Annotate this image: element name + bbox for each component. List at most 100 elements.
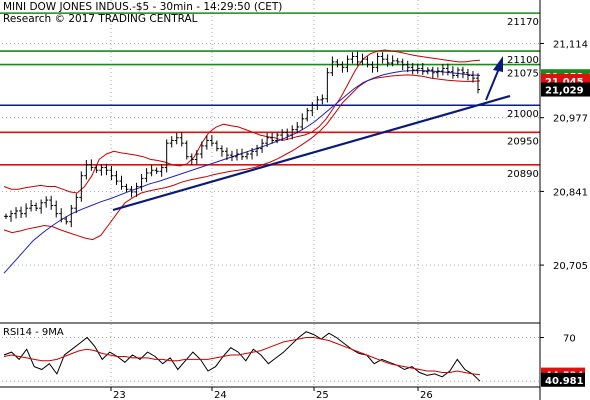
rsi-marker: 40.981 bbox=[541, 372, 585, 387]
price-bar bbox=[330, 56, 335, 76]
price-bar bbox=[320, 94, 325, 105]
price-bar bbox=[340, 61, 345, 73]
bollinger-upper-line bbox=[3, 49, 481, 194]
price-bar bbox=[9, 210, 14, 222]
level-label: 21100 bbox=[507, 55, 539, 66]
price-bar bbox=[209, 135, 214, 147]
price-marker-box bbox=[541, 82, 590, 97]
price-bar bbox=[360, 53, 365, 66]
price-bar bbox=[430, 66, 435, 79]
level-label: 20950 bbox=[507, 136, 539, 147]
price-bar bbox=[385, 54, 390, 67]
price-bar bbox=[470, 71, 475, 83]
price-bar bbox=[224, 147, 229, 160]
price-bar bbox=[34, 202, 39, 211]
price-bar bbox=[280, 129, 285, 141]
price-tick-label: 21,114 bbox=[553, 39, 588, 50]
price-bar bbox=[124, 183, 129, 192]
price-marker: 21,029 bbox=[541, 82, 590, 97]
price-bar bbox=[290, 125, 295, 140]
price-bar bbox=[184, 140, 189, 160]
price-bar bbox=[159, 164, 164, 177]
rsi-ma-line bbox=[3, 337, 481, 376]
price-bar bbox=[240, 148, 244, 160]
price-bar bbox=[149, 164, 154, 177]
price-tick-label: 20,705 bbox=[553, 261, 588, 272]
price-bar bbox=[325, 67, 330, 103]
price-bar bbox=[435, 67, 440, 78]
price-bar bbox=[355, 51, 360, 66]
price-bar bbox=[214, 140, 219, 152]
price-marker-label: 21,045 bbox=[545, 77, 584, 88]
price-bar bbox=[154, 167, 159, 175]
price-bar bbox=[315, 96, 320, 111]
price-bar bbox=[44, 196, 49, 208]
price-bar bbox=[410, 62, 415, 75]
price-bar bbox=[400, 58, 405, 71]
price-bar bbox=[29, 200, 34, 212]
price-bar bbox=[275, 132, 280, 144]
price-bar bbox=[229, 150, 234, 162]
price-tick-label: 20,841 bbox=[553, 187, 588, 198]
level-label: 21000 bbox=[507, 109, 539, 120]
price-bar bbox=[74, 193, 79, 214]
trendline bbox=[112, 94, 511, 212]
price-tick-label: 20,977 bbox=[553, 114, 588, 125]
rsi-tick-label: 70 bbox=[563, 334, 576, 345]
price-bar bbox=[119, 175, 124, 190]
price-bar bbox=[270, 132, 275, 144]
price-bar bbox=[49, 195, 54, 210]
price-bar bbox=[476, 73, 480, 94]
rsi-line bbox=[3, 331, 481, 382]
rsi-marker-label: 40.981 bbox=[545, 376, 584, 387]
price-bar bbox=[59, 208, 64, 223]
chart-title: MINI DOW JONES INDUS.-$5 - 30min - 14:29… bbox=[3, 1, 283, 13]
price-bar bbox=[255, 144, 260, 157]
price-bar bbox=[265, 132, 270, 147]
price-bar bbox=[189, 153, 194, 165]
price-bar bbox=[114, 170, 119, 185]
price-bar bbox=[415, 63, 420, 74]
price-bar bbox=[285, 128, 290, 140]
price-bar bbox=[455, 67, 460, 79]
price-bar bbox=[465, 68, 470, 81]
price-bar bbox=[234, 149, 239, 161]
date-label: 26 bbox=[420, 390, 433, 400]
price-bar bbox=[345, 55, 350, 73]
copyright-text: Research © 2017 TRADING CENTRAL bbox=[3, 13, 198, 25]
date-label: 25 bbox=[316, 390, 329, 400]
price-bar bbox=[300, 113, 305, 131]
price-bar bbox=[4, 213, 8, 220]
price-bar bbox=[305, 107, 310, 122]
bollinger-lower-line bbox=[3, 74, 481, 241]
price-bar bbox=[179, 132, 184, 147]
price-bar bbox=[250, 148, 255, 160]
price-bar bbox=[164, 139, 169, 173]
price-bar bbox=[295, 122, 300, 134]
price-bar bbox=[39, 199, 44, 214]
price-bar bbox=[54, 200, 59, 218]
level-label: 20890 bbox=[507, 169, 539, 180]
price-bar bbox=[129, 185, 134, 198]
price-bar bbox=[445, 63, 450, 76]
price-bar bbox=[174, 132, 179, 145]
price-bar bbox=[144, 168, 149, 183]
target-arrow-shaft bbox=[485, 65, 501, 101]
price-bar bbox=[460, 66, 465, 79]
price-bar bbox=[375, 52, 380, 73]
price-bar bbox=[14, 207, 19, 219]
level-label: 21075 bbox=[507, 69, 539, 80]
price-bar bbox=[405, 60, 410, 73]
price-bar bbox=[199, 141, 204, 159]
price-bar bbox=[420, 62, 425, 75]
price-bar bbox=[69, 204, 74, 228]
price-bar bbox=[104, 163, 109, 176]
price-bar bbox=[84, 159, 89, 180]
price-bar bbox=[395, 58, 400, 65]
price-bar bbox=[365, 56, 370, 68]
price-bar bbox=[99, 164, 104, 176]
target-arrow-head bbox=[493, 56, 503, 72]
price-bar bbox=[425, 67, 430, 75]
price-bar bbox=[204, 135, 209, 150]
